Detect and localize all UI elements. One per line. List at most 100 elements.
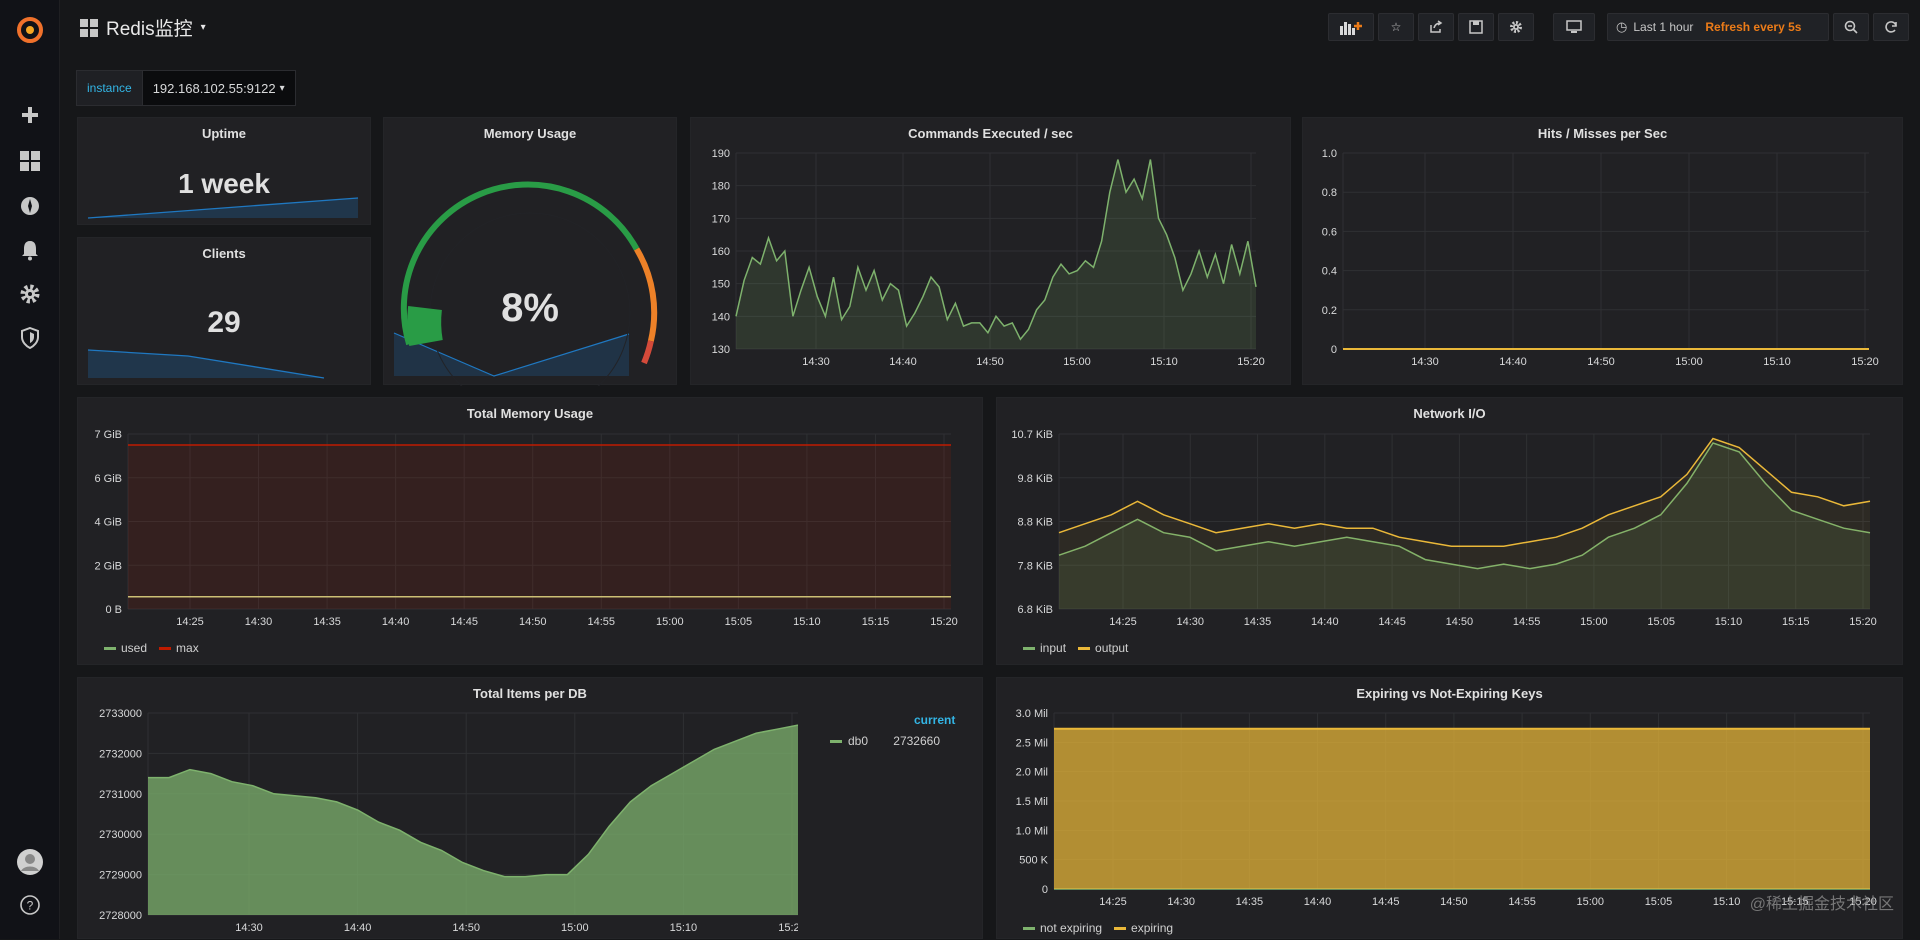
y-tick-label: 1.0 Mil	[1016, 825, 1048, 837]
legend-item-input[interactable]: input	[1023, 641, 1066, 655]
plus-icon[interactable]	[18, 103, 42, 127]
y-tick-label: 0.2	[1322, 305, 1337, 317]
legend-item-output[interactable]: output	[1078, 641, 1128, 655]
total-items-graph: 2733000 2732000 2731000 2730000 2729000 27280…	[99, 708, 798, 934]
alerting-bell-icon[interactable]	[18, 238, 42, 262]
series-line-series	[735, 159, 1257, 341]
add-panel-button[interactable]	[1328, 13, 1374, 41]
user-avatar[interactable]	[16, 848, 44, 876]
dashboard-toolbar: ☆	[1328, 13, 1534, 41]
x-tick-label: 14:45	[1378, 616, 1406, 628]
series-area-input	[1059, 443, 1870, 609]
x-tick-label: 14:50	[452, 922, 480, 934]
time-toolbar: ◷ Last 1 hour Refresh every 5s	[1607, 13, 1909, 41]
panel-expiring-keys[interactable]: Expiring vs Not-Expiring Keys 3.0 Mil 2.5…	[996, 677, 1903, 939]
y-tick-label: 2731000	[99, 789, 142, 801]
y-tick-label: 10.7 KiB	[1011, 429, 1053, 441]
panel-uptime[interactable]: Uptime 1 week	[77, 117, 371, 225]
x-tick-label: 14:30	[1167, 896, 1195, 908]
share-dashboard-button[interactable]	[1418, 13, 1454, 41]
save-icon	[1469, 20, 1483, 34]
x-tick-label: 14:35	[1244, 616, 1272, 628]
panel-total-items[interactable]: Total Items per DB 2733000 2732000 2731000…	[77, 677, 983, 939]
template-variable-instance: instance 192.168.102.55:9122 ▾	[76, 70, 296, 106]
uptime-value: 1 week	[178, 168, 270, 199]
x-tick-label: 15:20	[1851, 356, 1879, 368]
x-tick-label: 14:55	[1513, 616, 1541, 628]
dashboards-icon[interactable]	[18, 149, 42, 173]
star-dashboard-button[interactable]: ☆	[1378, 13, 1414, 41]
panel-commands-executed[interactable]: Commands Executed / sec 190 180 170 160 150 1…	[690, 117, 1291, 385]
star-icon: ☆	[1390, 20, 1402, 34]
y-tick-label: 0	[1331, 344, 1337, 356]
y-tick-label: 7 GiB	[94, 429, 122, 441]
series-line-output	[1058, 437, 1871, 547]
x-tick-label: 14:30	[245, 616, 273, 628]
instance-value: 192.168.102.55:9122	[152, 80, 276, 96]
x-tick-label: 14:25	[176, 616, 204, 628]
legend-item-expiring[interactable]: expiring	[1114, 921, 1173, 935]
x-tick-label: 15:20	[778, 922, 798, 934]
instance-select[interactable]: 192.168.102.55:9122 ▾	[142, 70, 296, 106]
x-tick-label: 14:40	[344, 922, 372, 934]
panel-total-memory[interactable]: Total Memory Usage 7 GiB 6 GiB 4 GiB 2 GiB 0…	[77, 397, 983, 665]
x-tick-label: 15:00	[1580, 616, 1608, 628]
legend-item-not-expiring[interactable]: not expiring	[1023, 921, 1102, 935]
x-tick-label: 15:15	[862, 616, 890, 628]
legend-item-used[interactable]: used	[104, 641, 147, 655]
hits-misses-graph: 1.0 0.8 0.6 0.4 0.2 0 14:30 14:40 14:50 15:00 15:1…	[1322, 148, 1879, 368]
save-dashboard-button[interactable]	[1458, 13, 1494, 41]
add-panel-icon	[1340, 22, 1362, 35]
y-tick-label: 150	[712, 279, 730, 291]
cycle-view-mode-button[interactable]	[1553, 13, 1595, 41]
y-tick-label: 180	[712, 181, 730, 193]
y-tick-label: 2 GiB	[94, 560, 122, 572]
y-tick-label: 7.8 KiB	[1018, 560, 1053, 572]
panel-network-io[interactable]: Network I/O 10.7 KiB 9.8 KiB 8.8 KiB 7.8 Ki…	[996, 397, 1903, 665]
x-tick-label: 15:00	[1675, 356, 1703, 368]
y-tick-label: 0	[1042, 884, 1048, 896]
x-tick-label: 15:00	[1063, 356, 1091, 368]
y-tick-label: 0.8	[1322, 187, 1337, 199]
refresh-button[interactable]	[1873, 13, 1909, 41]
series-area-max	[128, 445, 951, 609]
legend-item-db0[interactable]: db0 2732660	[830, 734, 940, 748]
panel-hits-misses[interactable]: Hits / Misses per Sec 1.0 0.8 0.6 0.4 0.2 0 14…	[1302, 117, 1903, 385]
y-tick-label: 8.8 KiB	[1018, 517, 1053, 529]
y-tick-label: 2.5 Mil	[1016, 737, 1048, 749]
memory-usage-value: 8%	[501, 286, 559, 330]
commands-graph: 190 180 170 160 150 140 130 14:30 14:40 14:50 15:0…	[712, 148, 1265, 368]
panel-title: Expiring vs Not-Expiring Keys	[1356, 686, 1543, 701]
y-tick-label: 190	[712, 148, 730, 160]
panel-memory-usage[interactable]: Memory Usage 8%	[383, 117, 677, 386]
time-range-picker[interactable]: ◷ Last 1 hour Refresh every 5s	[1607, 13, 1829, 41]
dashboard-picker[interactable]: Redis监控 ▾	[80, 14, 206, 41]
x-tick-label: 14:35	[313, 616, 341, 628]
panel-title: Hits / Misses per Sec	[1537, 126, 1668, 141]
caret-down-icon: ▾	[200, 22, 206, 33]
legend-item-max[interactable]: max	[159, 641, 199, 655]
y-tick-label: 2729000	[99, 870, 142, 882]
y-tick-label: 2730000	[99, 829, 142, 841]
x-tick-label: 14:50	[1446, 616, 1474, 628]
zoom-out-button[interactable]	[1833, 13, 1869, 41]
y-tick-label: 2728000	[99, 910, 142, 922]
x-tick-label: 14:55	[588, 616, 616, 628]
graph-legend: used max	[104, 641, 199, 655]
configuration-gear-icon[interactable]	[18, 282, 42, 306]
legend-header-current[interactable]: current	[914, 713, 956, 727]
explore-compass-icon[interactable]	[18, 194, 42, 218]
x-tick-label: 15:10	[793, 616, 821, 628]
dashboard-settings-button[interactable]	[1498, 13, 1534, 41]
dashboard-title: Redis监控	[106, 19, 193, 40]
caret-down-icon: ▾	[279, 82, 285, 94]
grafana-logo-icon[interactable]	[14, 14, 46, 46]
y-tick-label: 130	[712, 344, 730, 356]
help-icon[interactable]: ?	[18, 893, 42, 917]
gauge-threshold-green	[400, 181, 640, 346]
x-tick-label: 15:10	[670, 922, 698, 934]
server-admin-shield-icon[interactable]	[18, 326, 42, 350]
panel-clients[interactable]: Clients 29	[77, 237, 371, 385]
series-line-db0	[148, 724, 798, 878]
x-tick-label: 14:45	[450, 616, 478, 628]
